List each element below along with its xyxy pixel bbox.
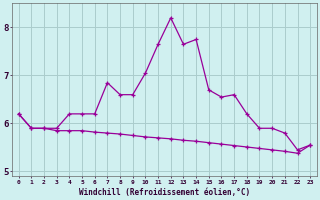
X-axis label: Windchill (Refroidissement éolien,°C): Windchill (Refroidissement éolien,°C) [79,188,250,197]
